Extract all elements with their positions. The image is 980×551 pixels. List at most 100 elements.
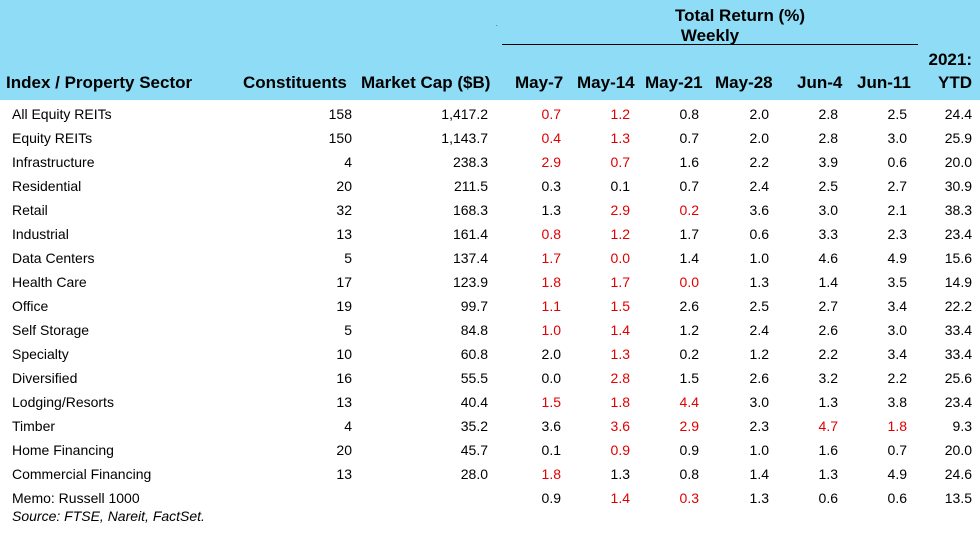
weekly-return-value: 2.6 [818, 322, 838, 338]
ytd-value: 38.3 [944, 202, 972, 218]
weekly-return-value: 1.8 [541, 466, 561, 482]
sector-label: Residential [12, 178, 82, 194]
ytd-value: 33.4 [944, 346, 972, 362]
sector-label: Commercial Financing [12, 466, 152, 482]
table-row: Data Centers 5 137.4 1.7 0.0 1.4 1.0 4.6 4.9 15.6 [0, 250, 980, 274]
table-header: . Total Return (%) Weekly Index / Proper… [0, 0, 980, 100]
ytd-value: 23.4 [944, 226, 972, 242]
sector-label: Office [12, 298, 49, 314]
ytd-value: 14.9 [944, 274, 972, 290]
market-cap-value: 99.7 [460, 298, 488, 314]
weekly-return-value: 2.7 [887, 178, 907, 194]
weekly-return-value: 2.3 [887, 226, 907, 242]
weekly-return-value: 0.0 [679, 274, 699, 290]
table-row: Timber 4 35.2 3.6 3.6 2.9 2.3 4.7 1.8 9.3 [0, 418, 980, 442]
weekly-return-value: 0.2 [679, 346, 699, 362]
col-header-week-3: May-21 [645, 73, 703, 92]
ytd-value: 20.0 [944, 442, 972, 458]
weekly-heading: Weekly [680, 26, 740, 45]
col-header-week-4: May-28 [715, 73, 773, 92]
weekly-return-value: 0.6 [887, 154, 907, 170]
market-cap-value: 238.3 [452, 154, 488, 170]
weekly-return-value: 2.2 [818, 346, 838, 362]
constituents-value: 13 [336, 394, 352, 410]
weekly-return-value: 1.3 [749, 274, 769, 290]
sector-label: Timber [12, 418, 56, 434]
sector-label: Data Centers [12, 250, 95, 266]
market-cap-value: 1,143.7 [441, 130, 488, 146]
weekly-return-value: 1.0 [541, 322, 561, 338]
weekly-return-value: 0.6 [887, 490, 907, 506]
weekly-return-value: 1.3 [818, 466, 838, 482]
constituents-value: 20 [336, 442, 352, 458]
weekly-return-value: 2.0 [749, 106, 769, 122]
weekly-return-value: 1.2 [610, 226, 630, 242]
weekly-return-value: 2.9 [610, 202, 630, 218]
col-header-constituents: Constituents [243, 73, 347, 92]
weekly-return-value: 3.6 [610, 418, 630, 434]
weekly-return-value: 3.4 [887, 346, 907, 362]
table-row: Industrial 13 161.4 0.8 1.2 1.7 0.6 3.3 2.3 23.4 [0, 226, 980, 250]
weekly-return-value: 2.5 [749, 298, 769, 314]
market-cap-value: 123.9 [452, 274, 488, 290]
header-dot: . [496, 22, 498, 28]
col-header-week-1: May-7 [515, 73, 564, 92]
market-cap-value: 161.4 [452, 226, 488, 242]
sector-label: Specialty [12, 346, 69, 362]
weekly-return-value: 2.2 [887, 370, 907, 386]
table-row: Specialty 10 60.8 2.0 1.3 0.2 1.2 2.2 3.4 33.4 [0, 346, 980, 370]
weekly-return-value: 4.9 [887, 466, 907, 482]
weekly-return-value: 2.1 [887, 202, 907, 218]
weekly-return-value: 1.4 [679, 250, 699, 266]
weekly-return-value: 2.6 [749, 370, 769, 386]
constituents-value: 13 [336, 226, 352, 242]
constituents-value: 4 [344, 154, 352, 170]
weekly-return-value: 2.7 [818, 298, 838, 314]
weekly-return-value: 1.8 [887, 418, 907, 434]
weekly-return-value: 1.8 [541, 274, 561, 290]
weekly-return-value: 1.3 [818, 394, 838, 410]
weekly-return-value: 3.5 [887, 274, 907, 290]
ytd-value: 15.6 [944, 250, 972, 266]
weekly-return-value: 1.3 [610, 466, 630, 482]
table-row: Diversified 16 55.5 0.0 2.8 1.5 2.6 3.2 2.2 25.6 [0, 370, 980, 394]
table-row: Commercial Financing 13 28.0 1.8 1.3 0.8 1.4 1.… [0, 466, 980, 490]
col-header-week-5: Jun-4 [797, 73, 843, 92]
constituents-value: 10 [336, 346, 352, 362]
ytd-value: 13.5 [944, 490, 972, 506]
weekly-return-value: 1.4 [610, 322, 630, 338]
weekly-underline [502, 44, 918, 45]
ytd-value: 24.4 [944, 106, 972, 122]
sector-label: All Equity REITs [12, 106, 112, 122]
market-cap-value: 40.4 [460, 394, 488, 410]
market-cap-value: 211.5 [454, 178, 488, 194]
weekly-return-value: 0.0 [610, 250, 630, 266]
weekly-return-value: 0.3 [541, 178, 561, 194]
constituents-value: 5 [344, 250, 352, 266]
weekly-return-value: 0.1 [541, 442, 561, 458]
market-cap-value: 35.2 [460, 418, 488, 434]
weekly-return-value: 1.0 [749, 250, 769, 266]
weekly-return-value: 2.3 [749, 418, 769, 434]
weekly-return-value: 3.2 [818, 370, 838, 386]
table-row: Retail 32 168.3 1.3 2.9 0.2 3.6 3.0 2.1 38.3 [0, 202, 980, 226]
table-row: Memo: Russell 1000 0.9 1.4 0.3 1.3 0.6 0.6 13.5 [0, 490, 980, 514]
weekly-return-value: 3.0 [887, 322, 907, 338]
market-cap-value: 45.7 [460, 442, 488, 458]
weekly-return-value: 0.7 [887, 442, 907, 458]
ytd-value: 22.2 [944, 298, 972, 314]
weekly-return-value: 1.4 [818, 274, 838, 290]
weekly-return-value: 1.7 [679, 226, 699, 242]
weekly-return-value: 2.0 [541, 346, 561, 362]
weekly-return-value: 1.0 [749, 442, 769, 458]
weekly-return-value: 1.2 [679, 322, 699, 338]
constituents-value: 16 [336, 370, 352, 386]
weekly-return-value: 3.0 [818, 202, 838, 218]
market-cap-value: 168.3 [452, 202, 488, 218]
ytd-value: 30.9 [944, 178, 972, 194]
weekly-return-value: 0.4 [541, 130, 561, 146]
constituents-value: 150 [328, 130, 352, 146]
weekly-return-value: 1.3 [610, 130, 630, 146]
weekly-return-value: 2.9 [679, 418, 699, 434]
weekly-return-value: 2.5 [887, 106, 907, 122]
